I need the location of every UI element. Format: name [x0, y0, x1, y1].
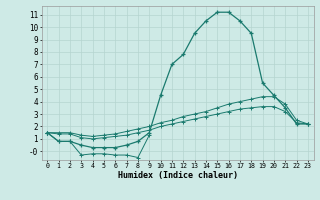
X-axis label: Humidex (Indice chaleur): Humidex (Indice chaleur) [118, 171, 237, 180]
